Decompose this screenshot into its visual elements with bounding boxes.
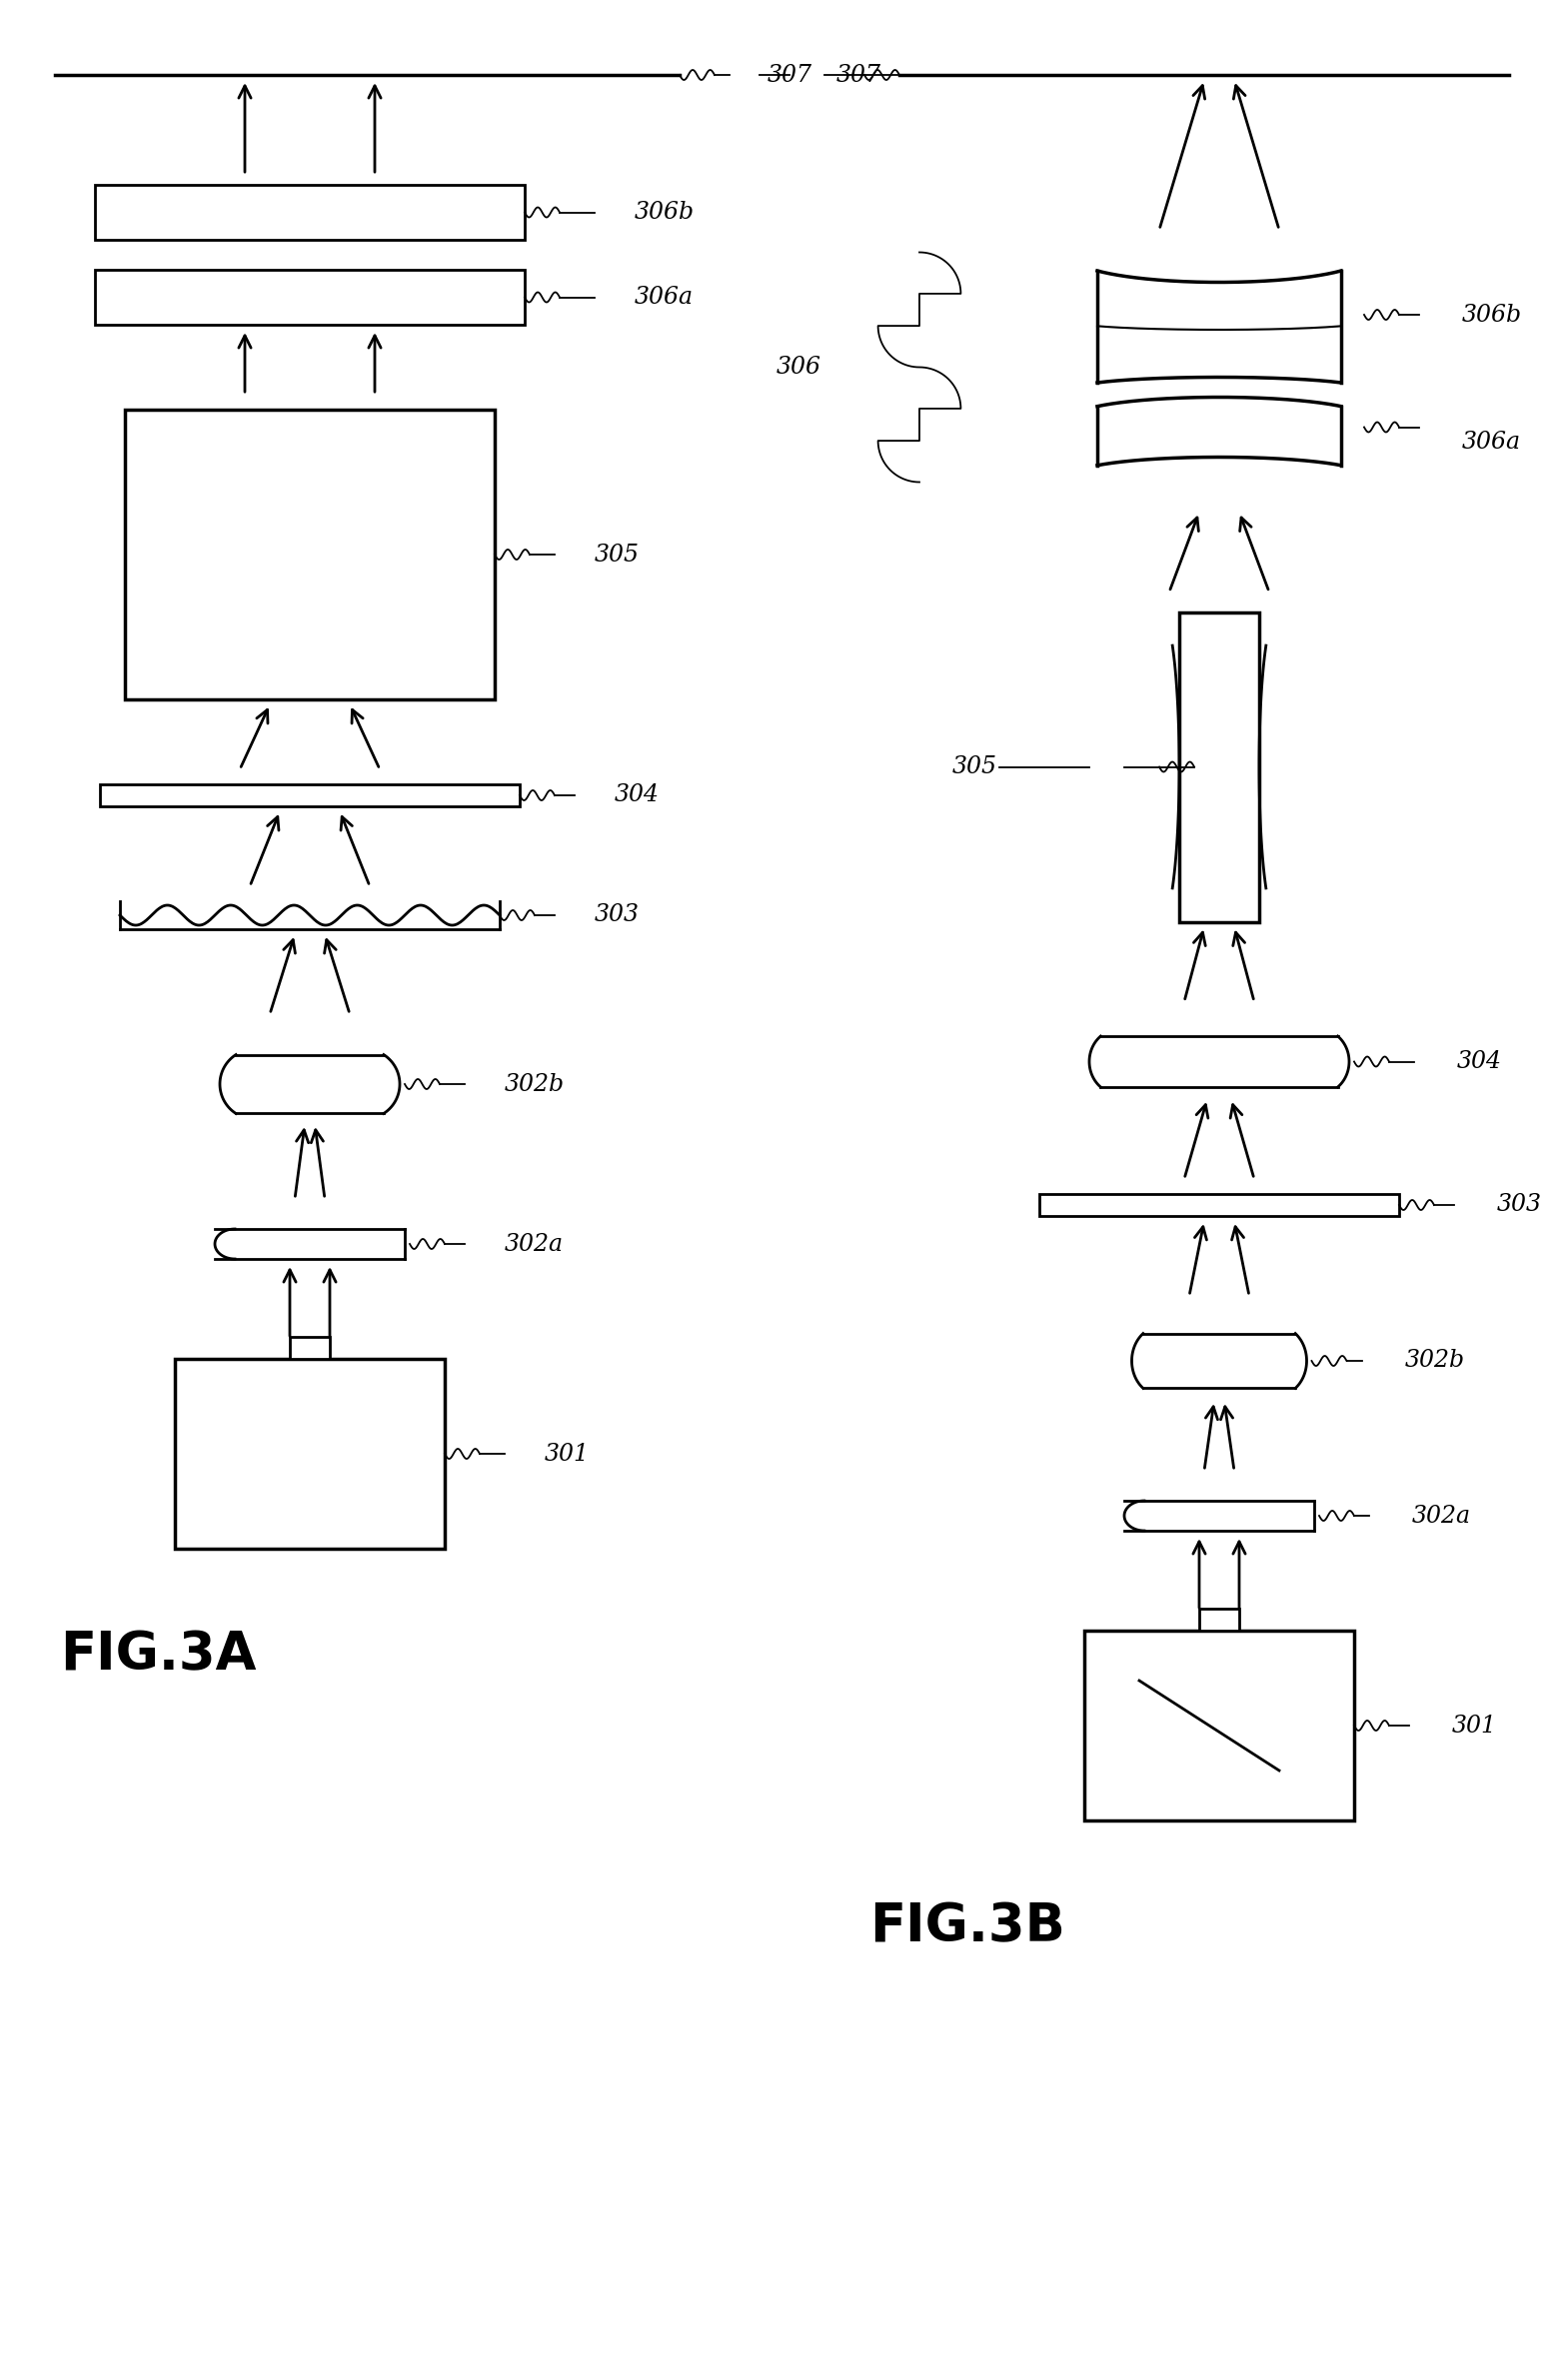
Text: 302a: 302a	[1412, 1504, 1471, 1528]
Text: 306b: 306b	[635, 200, 695, 224]
Text: 307: 307	[768, 64, 813, 86]
Polygon shape	[1085, 1630, 1355, 1821]
Text: 303: 303	[1498, 1192, 1543, 1216]
Polygon shape	[1180, 612, 1259, 921]
Polygon shape	[124, 409, 495, 700]
Text: 301: 301	[545, 1442, 590, 1466]
Polygon shape	[95, 269, 525, 324]
Text: 303: 303	[594, 904, 639, 926]
Polygon shape	[175, 1359, 445, 1549]
Text: 304: 304	[1457, 1050, 1502, 1073]
Text: FIG.3B: FIG.3B	[869, 1899, 1065, 1952]
Text: 307: 307	[837, 64, 882, 86]
Text: 306b: 306b	[1462, 302, 1523, 326]
Text: 306: 306	[776, 355, 821, 378]
Text: 306a: 306a	[1462, 431, 1521, 455]
Polygon shape	[290, 1338, 329, 1359]
Text: 304: 304	[615, 783, 660, 807]
Text: 301: 301	[1453, 1714, 1498, 1737]
Text: 305: 305	[594, 543, 639, 566]
Text: 306a: 306a	[635, 286, 694, 309]
Polygon shape	[95, 186, 525, 240]
Polygon shape	[1200, 1609, 1238, 1630]
Polygon shape	[99, 785, 520, 807]
Text: 302b: 302b	[504, 1073, 565, 1095]
Text: 302a: 302a	[504, 1233, 563, 1254]
Text: 305: 305	[953, 754, 998, 778]
Text: 302b: 302b	[1405, 1349, 1465, 1373]
Polygon shape	[1040, 1195, 1398, 1216]
Text: FIG.3A: FIG.3A	[61, 1628, 256, 1680]
